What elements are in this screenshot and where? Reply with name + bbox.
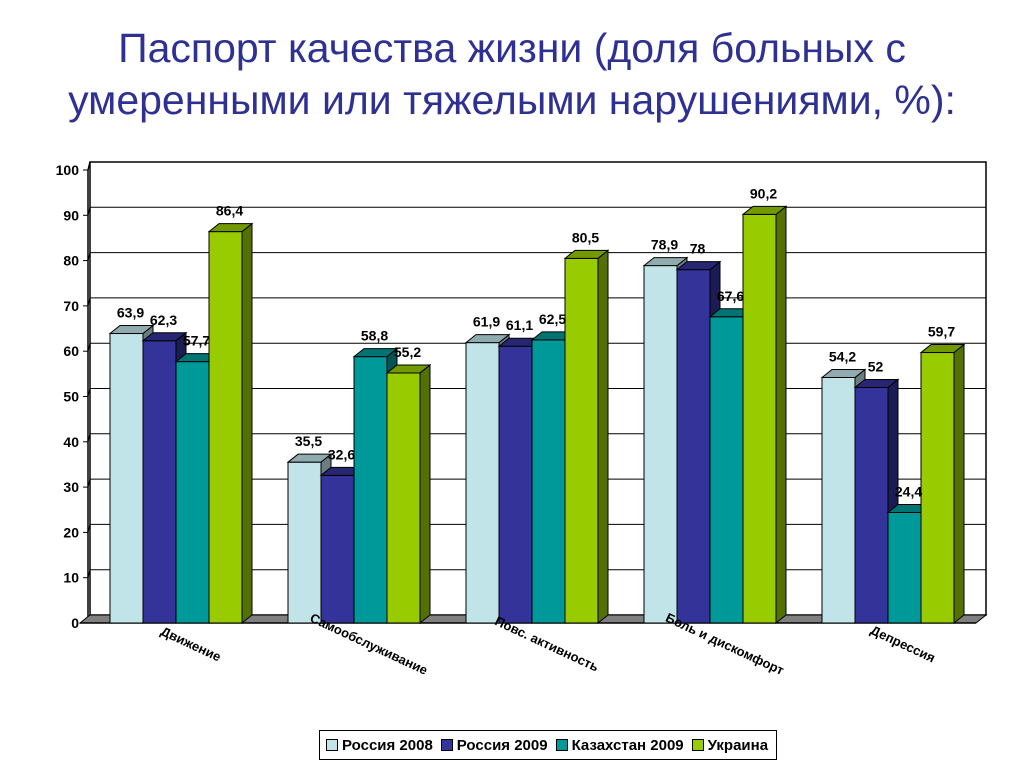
- data-label: 24,4: [895, 483, 922, 499]
- data-label: 67,6: [717, 288, 744, 304]
- legend-item: Казахстан 2009: [555, 736, 684, 754]
- y-tick-label: 50: [63, 389, 79, 405]
- data-label: 54,2: [829, 348, 856, 364]
- bar-top: [741, 205, 788, 215]
- bar-front: [887, 511, 922, 624]
- bar-side: [775, 205, 787, 625]
- grid-line: [87, 161, 986, 171]
- legend-swatch: [691, 739, 704, 751]
- data-label: 52: [868, 358, 884, 374]
- bar-side: [419, 363, 431, 625]
- page-title: Паспорт качества жизни (доля больных с у…: [0, 22, 1024, 126]
- bar-front: [142, 340, 177, 624]
- data-label: 62,5: [539, 311, 566, 327]
- legend: Россия 2008 Россия 2009 Казахстан 2009 Укра…: [319, 730, 778, 760]
- data-label: 86,4: [216, 203, 243, 219]
- bar-top: [563, 249, 610, 259]
- y-tick-label: 60: [63, 343, 79, 359]
- legend-item: Россия 2008: [326, 737, 433, 754]
- bar-front: [564, 257, 599, 624]
- bar-side: [953, 343, 965, 625]
- bar-top: [352, 348, 399, 358]
- y-tick-label: 10: [63, 570, 79, 586]
- bar-top: [820, 368, 867, 378]
- y-tick-label: 20: [63, 524, 79, 540]
- legend-item: Украина: [691, 736, 769, 754]
- bar-front: [821, 376, 856, 624]
- bar-top: [141, 332, 188, 342]
- bar-front: [465, 342, 500, 624]
- bar-front: [676, 269, 711, 624]
- legend-label: Украина: [707, 736, 769, 754]
- bar-top: [464, 334, 511, 344]
- y-tick-label: 30: [63, 479, 79, 495]
- x-tick-label: Депрессия: [868, 622, 937, 665]
- data-label: 61,1: [506, 317, 533, 333]
- bar-side: [597, 249, 609, 625]
- legend-label: Россия 2008: [342, 736, 433, 754]
- bar-side: [241, 222, 253, 625]
- data-label: 62,3: [150, 312, 177, 328]
- data-label: 35,5: [295, 433, 322, 449]
- data-label: 58,8: [361, 328, 388, 344]
- bar-top: [385, 364, 432, 374]
- y-tick-label: 40: [63, 434, 79, 450]
- data-label: 55,2: [394, 344, 421, 360]
- bar-front: [386, 372, 421, 624]
- data-label: 57,7: [183, 333, 210, 349]
- grid-line: [87, 206, 986, 216]
- data-label: 80,5: [572, 229, 599, 245]
- grid-line: [87, 252, 986, 261]
- bar-front: [287, 461, 322, 624]
- bar-top: [207, 223, 254, 233]
- y-tick-label: 100: [56, 162, 80, 178]
- y-tick-label: 80: [63, 253, 79, 269]
- title-line-1: Паспорт качества жизни (доля больных с: [118, 25, 906, 71]
- bar-top: [675, 261, 722, 271]
- legend-label: Россия 2009: [456, 736, 548, 754]
- bar-front: [175, 361, 210, 624]
- y-tick-label: 70: [63, 298, 79, 314]
- data-label: 78: [690, 241, 706, 257]
- x-tick-label: Движение: [158, 623, 223, 664]
- bar-top: [108, 325, 155, 335]
- bar-top: [919, 344, 966, 354]
- data-label: 63,9: [117, 305, 144, 321]
- bar-front: [208, 231, 243, 624]
- bar-top: [286, 453, 333, 463]
- legend-swatch: [555, 739, 568, 751]
- y-tick-label: 0: [71, 615, 79, 631]
- bar-front: [320, 474, 355, 624]
- y-tick-label: 90: [63, 207, 79, 223]
- bar-front: [742, 213, 777, 624]
- data-labels: 63,9 62,3 57,7 86,4 35,5 32,6 58,8 55,2 61,9 61,1…: [117, 185, 955, 499]
- y-axis-ticks: 0 10 20 30 40 50 60 70 80 90 100: [56, 162, 88, 631]
- bar-front: [353, 356, 388, 624]
- bar-top: [642, 257, 689, 267]
- data-label: 59,7: [928, 324, 955, 340]
- legend-swatch: [326, 739, 338, 751]
- legend-swatch: [440, 739, 453, 751]
- data-label: 32,6: [328, 446, 355, 462]
- bar-front: [854, 386, 889, 624]
- bars: [108, 205, 966, 625]
- title-line-2: умеренными или тяжелыми нарушениями, %):: [68, 77, 956, 123]
- bar-chart: 0 10 20 30 40 50 60 70 80 90 100 63,9 62,3 57,7 86,4 3…: [56, 161, 988, 678]
- data-label: 78,9: [651, 237, 678, 253]
- legend-label: Казахстан 2009: [571, 736, 684, 754]
- bar-front: [531, 339, 566, 624]
- bar-front: [920, 352, 955, 624]
- bar-top: [853, 378, 900, 388]
- bar-front: [643, 265, 678, 624]
- data-label: 61,9: [473, 314, 500, 330]
- data-label: 90,2: [750, 185, 777, 201]
- bar-front: [498, 345, 533, 624]
- bar-front: [709, 316, 744, 624]
- bar-front: [109, 333, 144, 624]
- legend-item: Россия 2009: [440, 736, 548, 754]
